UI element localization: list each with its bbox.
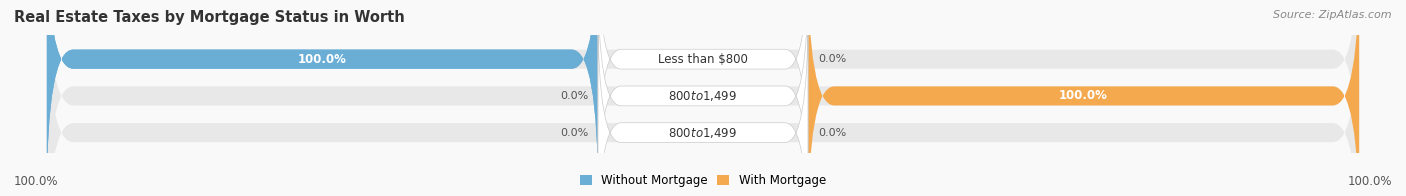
FancyBboxPatch shape: [46, 0, 1360, 196]
Text: 100.0%: 100.0%: [298, 53, 347, 66]
FancyBboxPatch shape: [46, 0, 598, 196]
Text: 100.0%: 100.0%: [1059, 89, 1108, 103]
FancyBboxPatch shape: [598, 0, 808, 178]
Text: 0.0%: 0.0%: [560, 91, 588, 101]
Text: $800 to $1,499: $800 to $1,499: [668, 89, 738, 103]
FancyBboxPatch shape: [46, 0, 1360, 196]
FancyBboxPatch shape: [808, 0, 1360, 196]
FancyBboxPatch shape: [598, 0, 808, 196]
FancyBboxPatch shape: [46, 0, 598, 196]
FancyBboxPatch shape: [46, 0, 1360, 196]
Text: 100.0%: 100.0%: [1347, 175, 1392, 188]
Legend: Without Mortgage, With Mortgage: Without Mortgage, With Mortgage: [575, 169, 831, 192]
FancyBboxPatch shape: [598, 14, 808, 196]
Text: 100.0%: 100.0%: [14, 175, 59, 188]
Text: Source: ZipAtlas.com: Source: ZipAtlas.com: [1274, 10, 1392, 20]
Text: 0.0%: 0.0%: [560, 128, 588, 138]
Text: Real Estate Taxes by Mortgage Status in Worth: Real Estate Taxes by Mortgage Status in …: [14, 10, 405, 25]
Text: Less than $800: Less than $800: [658, 53, 748, 66]
Text: 0.0%: 0.0%: [818, 128, 846, 138]
Text: $800 to $1,499: $800 to $1,499: [668, 126, 738, 140]
Text: 0.0%: 0.0%: [818, 54, 846, 64]
